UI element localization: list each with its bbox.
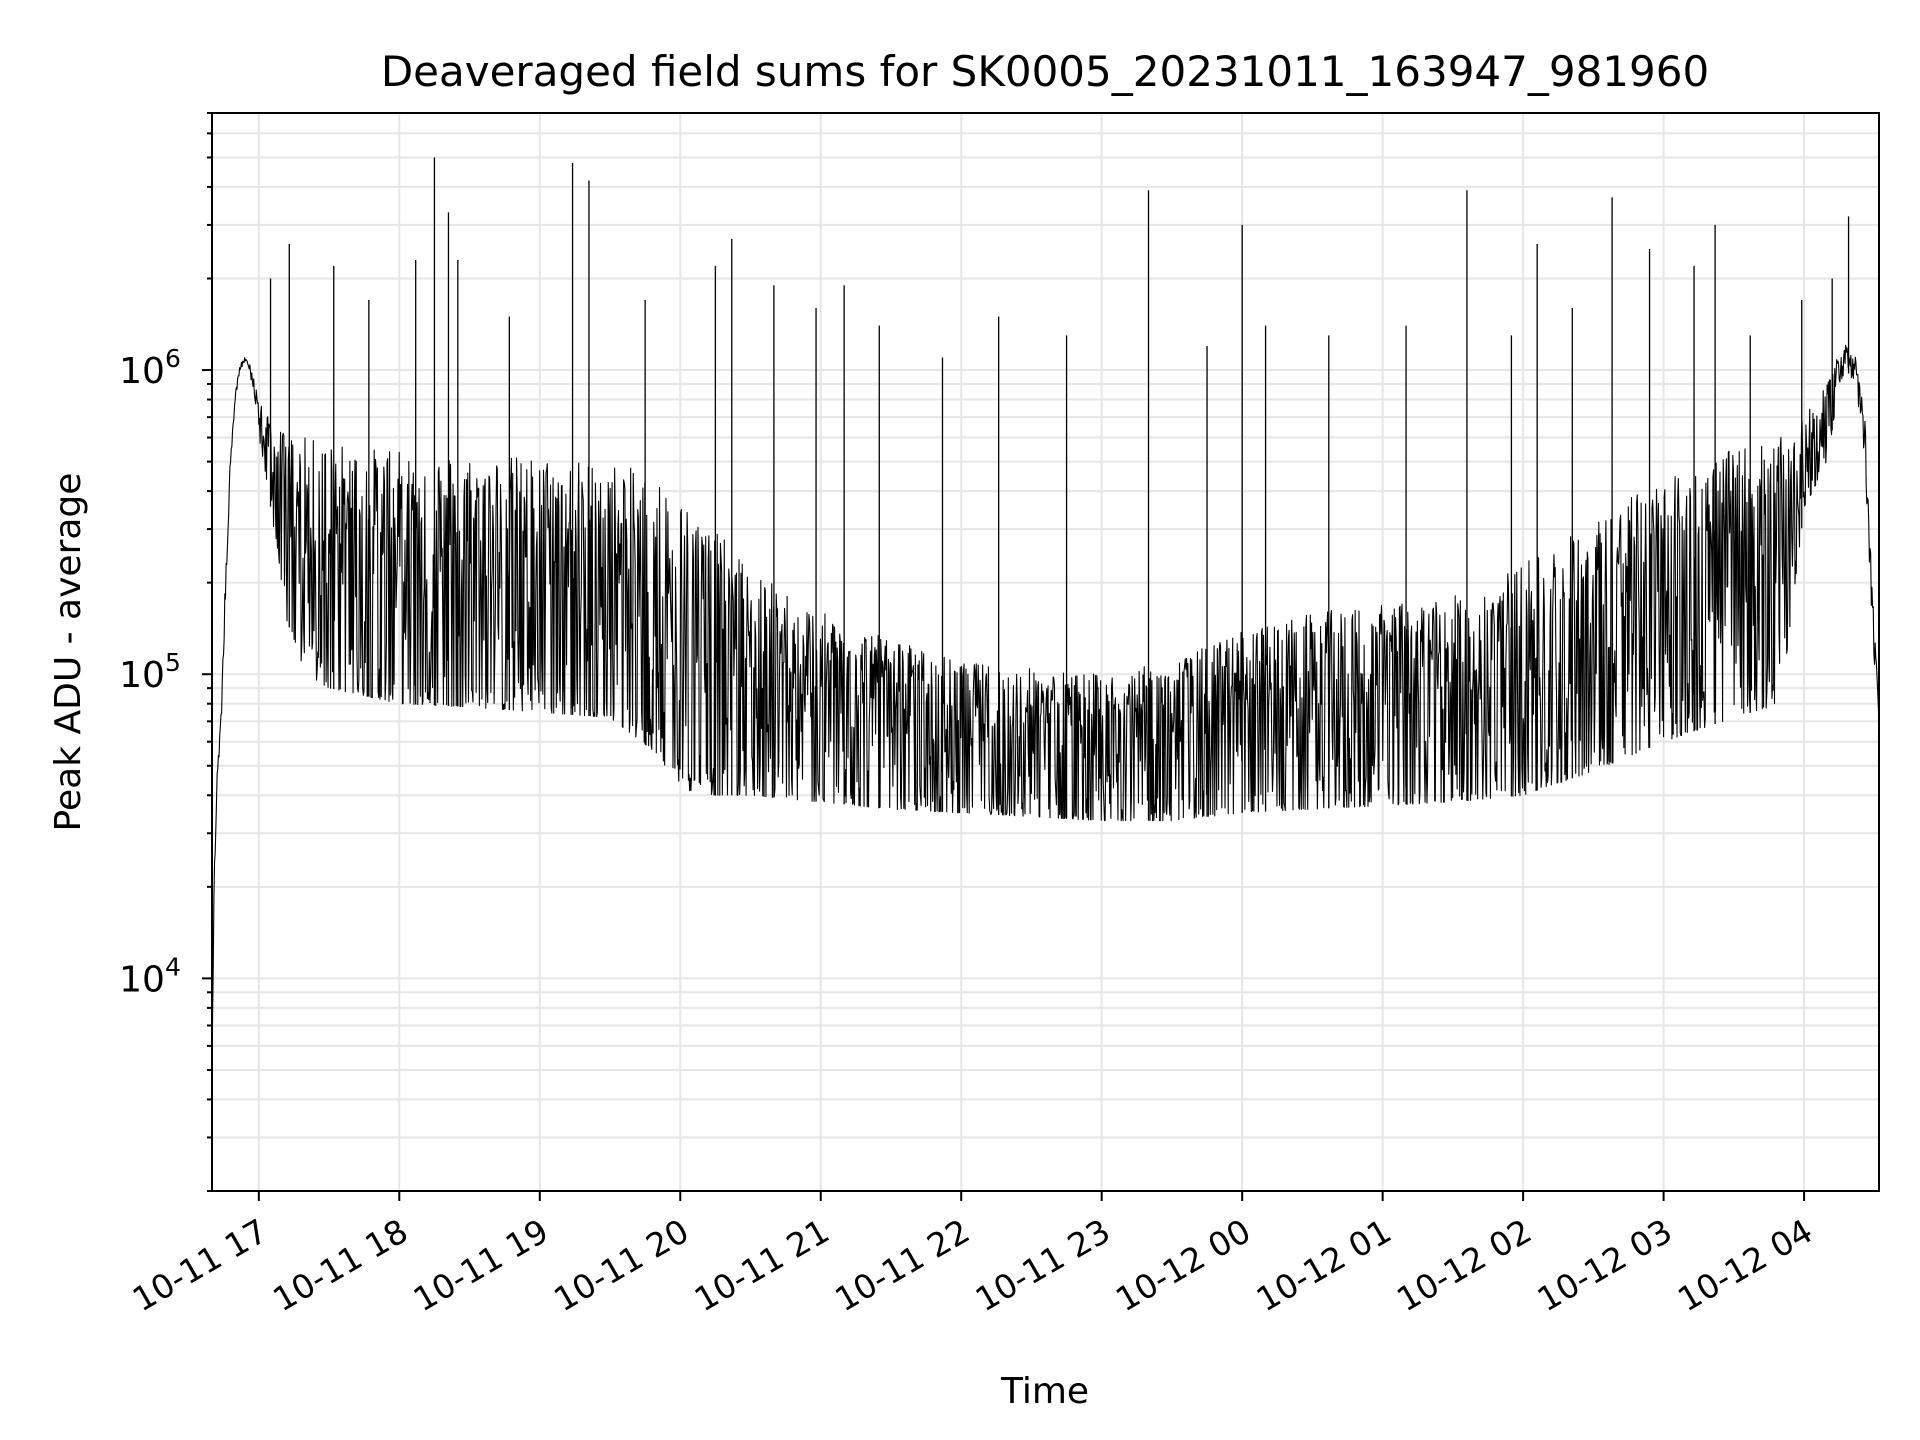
y-tick-label: 106 [119, 344, 181, 392]
y-tick-label: 105 [119, 648, 181, 696]
data-series [211, 157, 1880, 1070]
y-tick-label: 104 [119, 952, 181, 1000]
chart-title: Deaveraged field sums for SK0005_2023101… [381, 47, 1709, 96]
grid [212, 112, 1879, 1192]
y-axis-label: Peak ADU - average [48, 473, 89, 832]
plot-frame [211, 112, 1880, 1192]
x-axis-label: Time [1000, 1371, 1089, 1412]
series-line [211, 344, 1880, 1070]
